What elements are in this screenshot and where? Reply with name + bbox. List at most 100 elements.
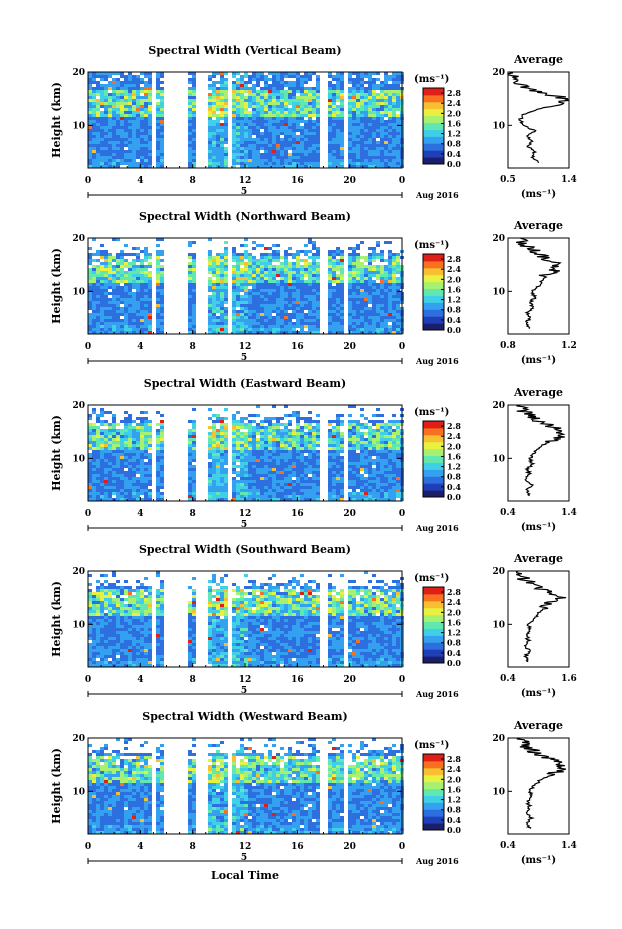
heatmap-cell <box>140 159 144 162</box>
colorbar-segment <box>423 143 444 151</box>
heatmap-cell <box>332 447 336 450</box>
heatmap-cell <box>220 156 224 159</box>
heatmap-cell <box>148 444 152 447</box>
heatmap-cell <box>332 444 336 447</box>
heatmap-cell <box>380 322 384 325</box>
heatmap-cell <box>136 147 140 150</box>
heatmap-cell <box>108 117 112 120</box>
heatmap-cell <box>264 444 268 447</box>
heatmap-cell <box>128 75 132 78</box>
heatmap-cell <box>212 102 216 105</box>
heatmap-cell <box>264 283 268 286</box>
heatmap-cell <box>252 247 256 250</box>
heatmap-cell <box>208 114 212 117</box>
heatmap-cell <box>372 429 376 432</box>
heatmap-cell <box>112 105 116 108</box>
heatmap-cell <box>208 462 212 465</box>
heatmap-cell <box>336 283 340 286</box>
heatmap-cell <box>376 307 380 310</box>
heatmap-cell <box>156 87 160 90</box>
heatmap-cell <box>312 256 316 259</box>
heatmap-cell <box>312 331 316 334</box>
heatmap-cell <box>288 453 292 456</box>
heatmap-cell <box>336 135 340 138</box>
heatmap-cell <box>364 441 368 444</box>
heatmap-cell <box>316 159 320 162</box>
heatmap-cell <box>356 444 360 447</box>
heatmap-cell <box>264 159 268 162</box>
heatmap-cell <box>384 286 388 289</box>
heatmap-cell <box>304 331 308 334</box>
heatmap-cell <box>388 429 392 432</box>
heatmap-cell <box>212 150 216 153</box>
heatmap-cell <box>100 129 104 132</box>
heatmap-cell <box>292 162 296 165</box>
heatmap-cell <box>220 129 224 132</box>
heatmap-cell <box>336 456 340 459</box>
profile-frame <box>507 237 570 335</box>
heatmap-cell <box>88 429 92 432</box>
heatmap-cell <box>116 319 120 322</box>
heatmap-cell <box>224 274 228 277</box>
heatmap-cell <box>292 313 296 316</box>
heatmap-cell <box>112 295 116 298</box>
heatmap-cell <box>272 283 276 286</box>
heatmap-cell <box>392 328 396 331</box>
heatmap-cell <box>224 120 228 123</box>
heatmap-cell <box>92 138 96 141</box>
heatmap-cell <box>372 280 376 283</box>
heatmap-cell <box>144 331 148 334</box>
heatmap-cell <box>348 105 352 108</box>
heatmap-cell <box>376 447 380 450</box>
heatmap-cell <box>340 153 344 156</box>
heatmap-cell <box>160 432 164 435</box>
heatmap-cell <box>348 265 352 268</box>
heatmap-cell <box>316 265 320 268</box>
heatmap-cell <box>244 301 248 304</box>
heatmap-cell <box>88 319 92 322</box>
heatmap-cell <box>148 435 152 438</box>
heatmap-cell <box>100 435 104 438</box>
heatmap-cell <box>268 298 272 301</box>
heatmap-cell <box>256 432 260 435</box>
heatmap-cell <box>236 87 240 90</box>
heatmap-cell <box>136 459 140 462</box>
heatmap-cell <box>392 99 396 102</box>
heatmap-cell <box>372 435 376 438</box>
heatmap-cell <box>396 90 400 93</box>
heatmap-cell <box>328 268 332 271</box>
heatmap-cell <box>212 307 216 310</box>
heatmap-cell <box>332 292 336 295</box>
heatmap-cell <box>280 319 284 322</box>
heatmap-cell <box>268 156 272 159</box>
heatmap-cell <box>248 93 252 96</box>
heatmap-cell <box>236 313 240 316</box>
heatmap-cell <box>376 153 380 156</box>
heatmap-cell <box>212 462 216 465</box>
heatmap-cell <box>372 156 376 159</box>
heatmap-cell <box>300 159 304 162</box>
x-tick-label: 4 <box>137 342 143 352</box>
heatmap-cell <box>288 81 292 84</box>
heatmap-cell <box>240 295 244 298</box>
heatmap-cell <box>368 295 372 298</box>
heatmap-cell <box>128 435 132 438</box>
heatmap-cell <box>316 304 320 307</box>
heatmap-cell <box>308 313 312 316</box>
heatmap-cell <box>212 298 216 301</box>
heatmap-cell <box>232 247 236 250</box>
heatmap-cell <box>356 120 360 123</box>
heatmap-cell <box>368 72 372 75</box>
heatmap-cell <box>244 268 248 271</box>
heatmap-cell <box>380 325 384 328</box>
heatmap-cell <box>192 459 196 462</box>
heatmap-cell <box>232 304 236 307</box>
heatmap-cell <box>252 153 256 156</box>
heatmap-cell <box>160 450 164 453</box>
heatmap-cell <box>88 78 92 81</box>
heatmap-cell <box>108 253 112 256</box>
heatmap-cell <box>368 156 372 159</box>
heatmap-cell <box>88 153 92 156</box>
heatmap-cell <box>260 93 264 96</box>
heatmap-cell <box>284 271 288 274</box>
